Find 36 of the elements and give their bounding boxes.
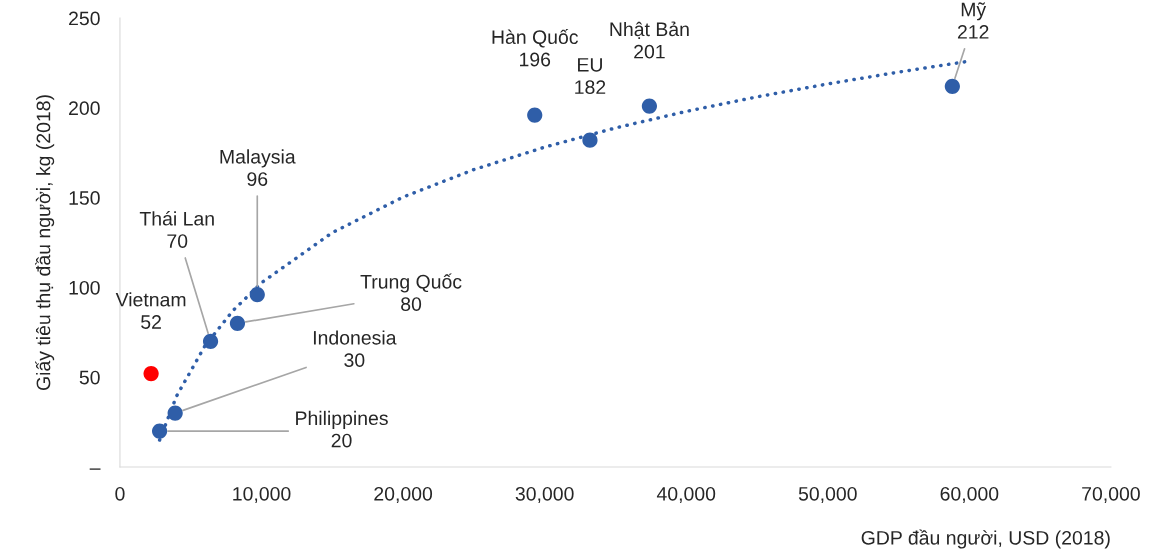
annotation: Hàn Quốc 196 bbox=[492, 28, 578, 67]
y-tick-label: 50 bbox=[79, 370, 100, 385]
point bbox=[641, 98, 658, 114]
x-axis-title: GDP đầu người, USD (2018) bbox=[861, 529, 1110, 549]
point bbox=[527, 107, 543, 123]
point bbox=[167, 405, 183, 421]
y-tick-label: 250 bbox=[69, 11, 100, 26]
point bbox=[143, 366, 159, 382]
x-tick-label: 0 bbox=[115, 486, 125, 501]
x-tick-label: 10,000 bbox=[233, 486, 291, 504]
x-tick-label: 30,000 bbox=[515, 486, 574, 504]
y-axis-title: Giấy tiêu thụ đầu người, kg (2018) bbox=[35, 95, 55, 391]
point bbox=[202, 333, 219, 349]
annotation: EU 182 bbox=[575, 58, 606, 95]
point bbox=[582, 132, 598, 148]
point bbox=[944, 78, 960, 94]
annotation: Thái Lan 70 bbox=[139, 211, 214, 248]
annotation: Philippines 20 bbox=[296, 410, 388, 448]
x-tick-label: 20,000 bbox=[374, 486, 433, 504]
y-tick-label: 150 bbox=[69, 191, 100, 205]
annotation: Indonesia 30 bbox=[313, 330, 397, 368]
y-tick-label: 100 bbox=[69, 280, 100, 295]
point bbox=[229, 315, 246, 331]
point bbox=[249, 286, 265, 303]
x-tick-label: 40,000 bbox=[656, 486, 716, 504]
point bbox=[151, 423, 168, 439]
annotation: Vietnam 52 bbox=[115, 292, 186, 329]
y-tick-label: 200 bbox=[69, 101, 100, 116]
x-tick-label: 60,000 bbox=[940, 486, 999, 504]
annotation: Mỹ 212 bbox=[957, 2, 989, 39]
x-tick-label: 50,000 bbox=[798, 486, 857, 504]
annotation: Malaysia 96 bbox=[220, 149, 296, 186]
x-tick-label: 70,000 bbox=[1082, 486, 1140, 504]
annotation: Trung Quốc 80 bbox=[360, 273, 462, 311]
annotation: Nhật Bản 201 bbox=[610, 21, 689, 59]
y-tick-label: – bbox=[89, 468, 101, 470]
